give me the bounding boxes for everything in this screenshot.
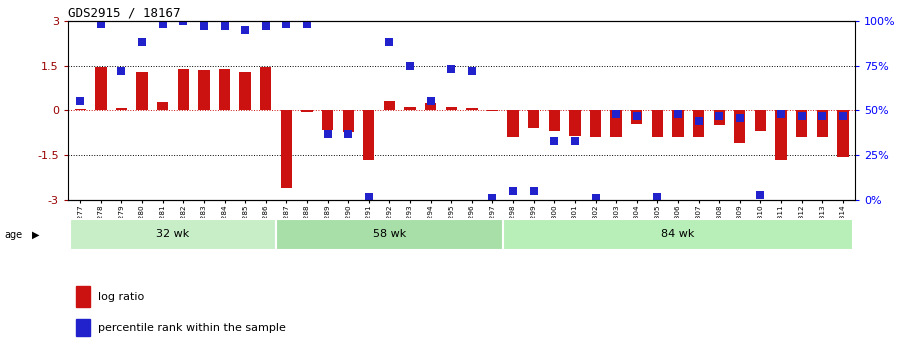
- Point: [795, 113, 809, 119]
- Point: [547, 138, 561, 144]
- Point: [382, 39, 396, 45]
- Bar: [363, 110, 375, 160]
- Bar: [755, 110, 766, 131]
- Point: [485, 196, 500, 201]
- Bar: [445, 107, 457, 110]
- Bar: [590, 110, 601, 137]
- Point: [815, 113, 830, 119]
- Bar: [342, 110, 354, 132]
- Bar: [466, 108, 478, 110]
- Text: age: age: [5, 230, 23, 239]
- Point: [567, 138, 582, 144]
- Bar: [76, 286, 90, 307]
- Point: [259, 23, 273, 29]
- Bar: [384, 101, 395, 110]
- Bar: [157, 102, 168, 110]
- Bar: [198, 70, 210, 110]
- Bar: [240, 72, 251, 110]
- Point: [732, 115, 747, 120]
- Bar: [734, 110, 746, 143]
- Bar: [548, 110, 560, 131]
- Point: [424, 99, 438, 104]
- Point: [712, 113, 727, 119]
- Point: [650, 194, 664, 199]
- Point: [279, 21, 293, 27]
- Text: 58 wk: 58 wk: [373, 229, 406, 239]
- Bar: [693, 110, 704, 137]
- Bar: [137, 72, 148, 110]
- Text: ▶: ▶: [32, 230, 39, 239]
- Point: [196, 23, 211, 29]
- Bar: [219, 69, 230, 110]
- Bar: [776, 110, 786, 160]
- Bar: [301, 110, 312, 112]
- Point: [156, 21, 170, 27]
- Bar: [116, 108, 127, 110]
- Point: [753, 192, 767, 197]
- Bar: [322, 110, 333, 130]
- Bar: [281, 110, 292, 188]
- Point: [774, 111, 788, 117]
- Point: [403, 63, 417, 68]
- Point: [320, 131, 335, 137]
- Point: [609, 111, 624, 117]
- Point: [93, 21, 108, 27]
- Point: [444, 66, 459, 72]
- Bar: [713, 110, 725, 125]
- Point: [135, 39, 149, 45]
- Point: [300, 21, 314, 27]
- Bar: [405, 107, 415, 110]
- Bar: [528, 110, 539, 128]
- Point: [671, 111, 685, 117]
- Text: 84 wk: 84 wk: [662, 229, 695, 239]
- Point: [362, 194, 376, 199]
- Bar: [487, 110, 498, 111]
- Bar: [425, 103, 436, 110]
- Bar: [177, 69, 189, 110]
- Text: percentile rank within the sample: percentile rank within the sample: [98, 323, 286, 333]
- Bar: [74, 109, 86, 110]
- Bar: [508, 110, 519, 137]
- Bar: [837, 110, 849, 157]
- Point: [114, 68, 129, 74]
- Point: [73, 99, 88, 104]
- Point: [176, 18, 191, 23]
- Bar: [276, 219, 503, 250]
- Bar: [95, 67, 107, 110]
- Text: GDS2915 / 18167: GDS2915 / 18167: [68, 7, 180, 20]
- Point: [341, 131, 356, 137]
- Bar: [569, 110, 581, 136]
- Point: [217, 23, 232, 29]
- Point: [630, 113, 644, 119]
- Bar: [796, 110, 807, 137]
- Point: [506, 188, 520, 194]
- Point: [691, 118, 706, 124]
- Point: [238, 27, 252, 32]
- Point: [835, 113, 850, 119]
- Bar: [76, 319, 90, 336]
- Point: [527, 188, 541, 194]
- Point: [464, 68, 479, 74]
- Bar: [503, 219, 853, 250]
- Bar: [816, 110, 828, 137]
- Point: [588, 196, 603, 201]
- Bar: [70, 219, 276, 250]
- Bar: [652, 110, 663, 137]
- Bar: [672, 110, 683, 137]
- Bar: [631, 110, 643, 124]
- Text: log ratio: log ratio: [98, 292, 144, 302]
- Bar: [260, 67, 271, 110]
- Bar: [611, 110, 622, 137]
- Text: 32 wk: 32 wk: [157, 229, 190, 239]
